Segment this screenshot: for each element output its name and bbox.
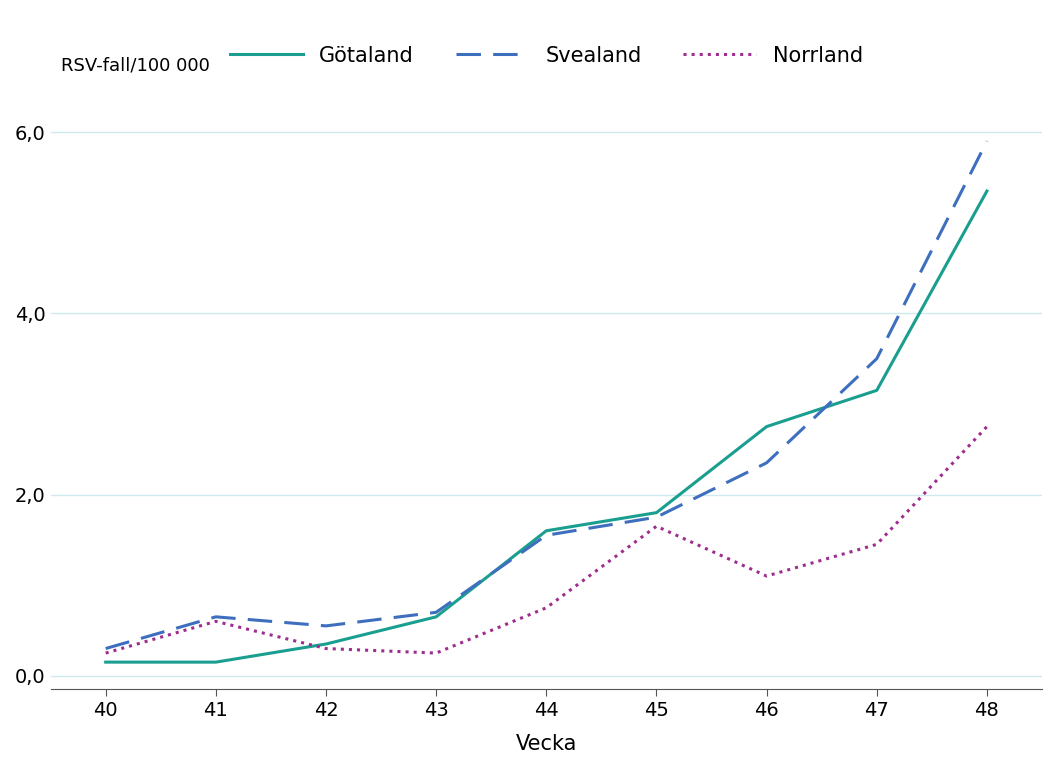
- Norrland: [319, 644, 332, 653]
- Götaland: [209, 657, 222, 667]
- Svealand: [540, 531, 553, 540]
- Line: Götaland: Götaland: [106, 191, 987, 662]
- Svealand: [99, 644, 112, 653]
- Svealand: [319, 621, 332, 631]
- Norrland: [650, 521, 663, 531]
- Svealand: [870, 354, 883, 363]
- Svealand: [760, 458, 773, 468]
- Götaland: [99, 657, 112, 667]
- Götaland: [760, 422, 773, 431]
- Norrland: [99, 648, 112, 657]
- Line: Svealand: Svealand: [106, 141, 987, 648]
- Norrland: [760, 571, 773, 581]
- Norrland: [870, 540, 883, 549]
- Svealand: [209, 612, 222, 621]
- Svealand: [650, 513, 663, 522]
- Götaland: [650, 508, 663, 518]
- Götaland: [319, 639, 332, 648]
- Norrland: [430, 648, 443, 657]
- Norrland: [540, 603, 553, 612]
- Götaland: [430, 612, 443, 621]
- Götaland: [540, 526, 553, 535]
- Norrland: [209, 617, 222, 626]
- Götaland: [870, 386, 883, 395]
- Legend: Götaland, Svealand, Norrland: Götaland, Svealand, Norrland: [221, 37, 871, 74]
- Svealand: [430, 608, 443, 617]
- Götaland: [981, 186, 994, 195]
- X-axis label: Vecka: Vecka: [516, 734, 577, 754]
- Svealand: [981, 137, 994, 146]
- Text: RSV-fall/100 000: RSV-fall/100 000: [60, 57, 209, 75]
- Line: Norrland: Norrland: [106, 427, 987, 653]
- Norrland: [981, 422, 994, 431]
